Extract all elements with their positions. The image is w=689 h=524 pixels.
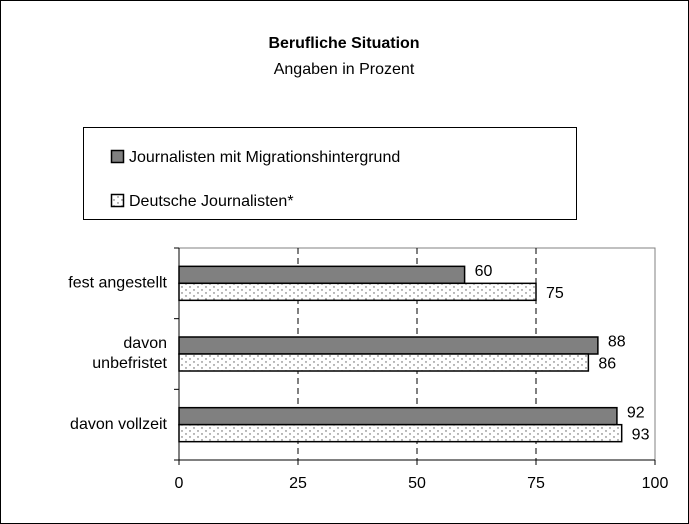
data-label: 60 bbox=[475, 263, 493, 280]
legend-swatch bbox=[110, 149, 125, 164]
bar bbox=[178, 265, 466, 285]
y-tick-label: davon vollzeit bbox=[70, 416, 168, 433]
x-tick-label: 75 bbox=[527, 475, 545, 492]
bar bbox=[178, 406, 618, 426]
x-tick-label: 100 bbox=[642, 475, 669, 492]
x-tick-label: 0 bbox=[175, 475, 184, 492]
chart-subtitle: Angaben in Prozent bbox=[274, 61, 415, 78]
data-label: 75 bbox=[546, 285, 564, 302]
data-label: 93 bbox=[632, 426, 650, 443]
legend-label: Journalisten mit Migrationshintergrund bbox=[129, 149, 400, 166]
chart-title: Berufliche Situation bbox=[268, 35, 419, 52]
data-label: 88 bbox=[608, 334, 626, 351]
bar bbox=[178, 353, 590, 372]
x-tick-label: 50 bbox=[408, 475, 426, 492]
x-tick-label: 25 bbox=[289, 475, 307, 492]
legend-swatch bbox=[110, 193, 125, 208]
data-label: 86 bbox=[598, 356, 616, 373]
bar bbox=[178, 336, 599, 355]
legend-label: Deutsche Journalisten* bbox=[129, 193, 294, 210]
bar bbox=[178, 282, 537, 302]
y-tick-label: davon unbefristet bbox=[92, 335, 167, 372]
legend-box bbox=[83, 127, 577, 220]
y-tick-label: fest angestellt bbox=[68, 275, 167, 292]
data-label: 92 bbox=[627, 404, 645, 421]
bar bbox=[178, 423, 623, 443]
